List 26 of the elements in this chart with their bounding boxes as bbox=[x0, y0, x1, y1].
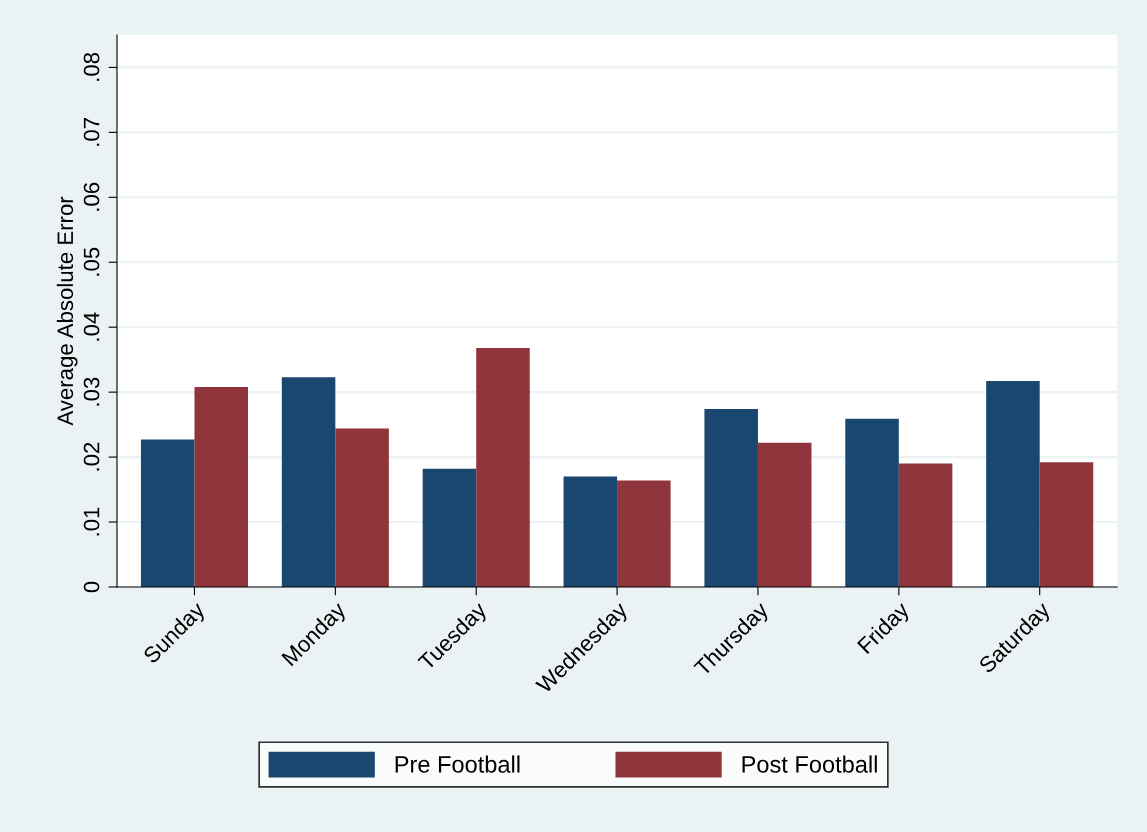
legend-label: Post Football bbox=[742, 755, 877, 773]
y-tick-label: .07 bbox=[83, 118, 100, 146]
y-tick-label: .08 bbox=[83, 52, 100, 81]
y-axis-title: Average Absolute Error bbox=[56, 196, 78, 426]
bar bbox=[335, 428, 389, 587]
bar bbox=[986, 381, 1040, 587]
bar bbox=[281, 377, 336, 587]
bar bbox=[1039, 462, 1094, 587]
y-tick-label: .02 bbox=[83, 442, 100, 471]
y-tick-label: .05 bbox=[83, 247, 100, 276]
bar bbox=[422, 468, 477, 587]
y-tick-label: .01 bbox=[83, 507, 100, 536]
legend-label: Pre Football bbox=[395, 755, 520, 773]
bar bbox=[563, 476, 618, 587]
bar bbox=[704, 409, 758, 587]
bar bbox=[194, 386, 248, 587]
bar bbox=[476, 347, 530, 587]
bar bbox=[898, 463, 953, 587]
y-tick-label: .03 bbox=[83, 377, 100, 406]
y-tick-label: .06 bbox=[83, 182, 100, 211]
bar bbox=[617, 480, 671, 587]
bar bbox=[140, 439, 195, 587]
bar bbox=[845, 418, 899, 587]
y-tick-label: 0 bbox=[83, 581, 100, 593]
y-tick-label: .04 bbox=[83, 312, 100, 341]
bar bbox=[757, 442, 812, 587]
